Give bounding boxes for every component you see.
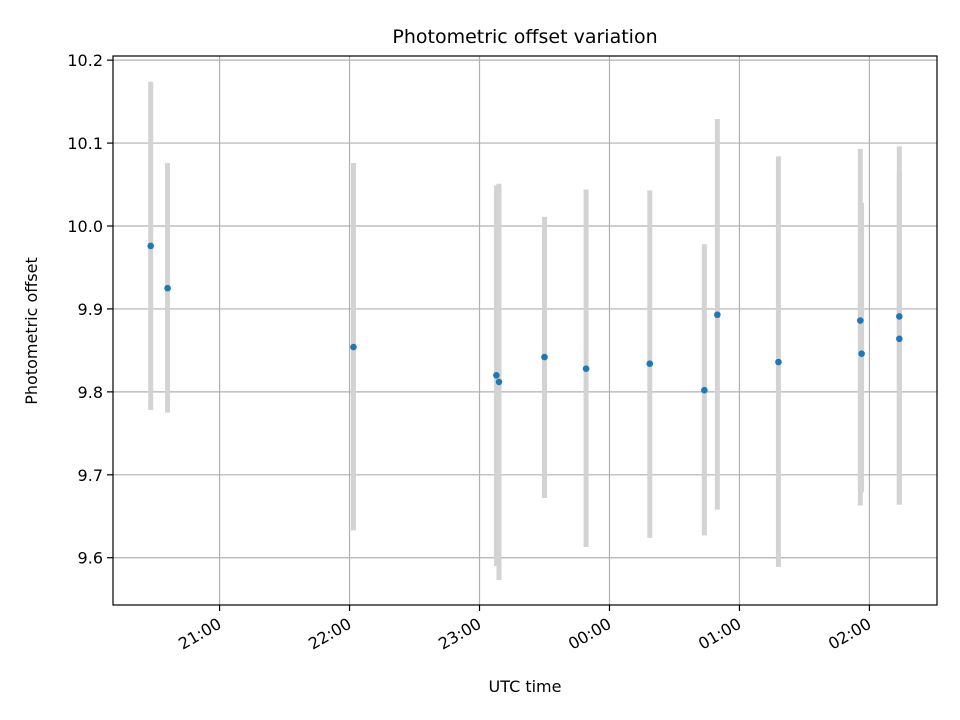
data-point <box>164 284 171 292</box>
chart-title: Photometric offset variation <box>392 26 657 48</box>
y-tick-label: 10.0 <box>67 217 103 236</box>
y-tick-label: 9.7 <box>78 466 103 485</box>
data-point <box>646 360 654 367</box>
data-point <box>350 343 357 351</box>
grid <box>113 56 937 605</box>
y-tick-label: 9.6 <box>78 549 103 568</box>
x-tick-label: 02:00 <box>825 614 874 654</box>
x-axis-label: UTC time <box>489 677 562 696</box>
y-tick-label: 10.2 <box>67 51 103 70</box>
data-point <box>714 311 721 319</box>
error-bars <box>148 81 902 581</box>
x-tick-label: 22:00 <box>305 614 354 654</box>
y-axis-ticks: 9.6 9.7 9.8 9.9 10.0 10.1 10.2 <box>67 51 113 568</box>
data-point <box>896 335 903 343</box>
y-axis-label: Photometric offset <box>22 257 41 405</box>
x-tick-label: 00:00 <box>565 614 614 654</box>
x-tick-label: 21:00 <box>175 614 224 654</box>
data-point <box>775 358 782 366</box>
y-tick-label: 9.8 <box>78 383 103 402</box>
data-point <box>582 365 590 372</box>
plot-frame <box>112 55 938 606</box>
data-point <box>493 371 500 379</box>
data-point <box>147 242 154 250</box>
y-tick-label: 9.9 <box>78 300 103 319</box>
data-point <box>858 350 865 358</box>
x-axis-ticks: 21:00 22:00 23:00 00:00 01:00 02:00 <box>175 605 874 654</box>
data-point <box>701 386 708 394</box>
x-tick-label: 23:00 <box>435 614 484 654</box>
data-point <box>495 378 503 386</box>
data-point <box>857 317 864 324</box>
data-points <box>147 242 903 394</box>
x-tick-label: 01:00 <box>695 614 744 654</box>
data-point <box>541 353 548 361</box>
data-point <box>896 313 903 320</box>
y-tick-label: 10.1 <box>67 134 103 153</box>
